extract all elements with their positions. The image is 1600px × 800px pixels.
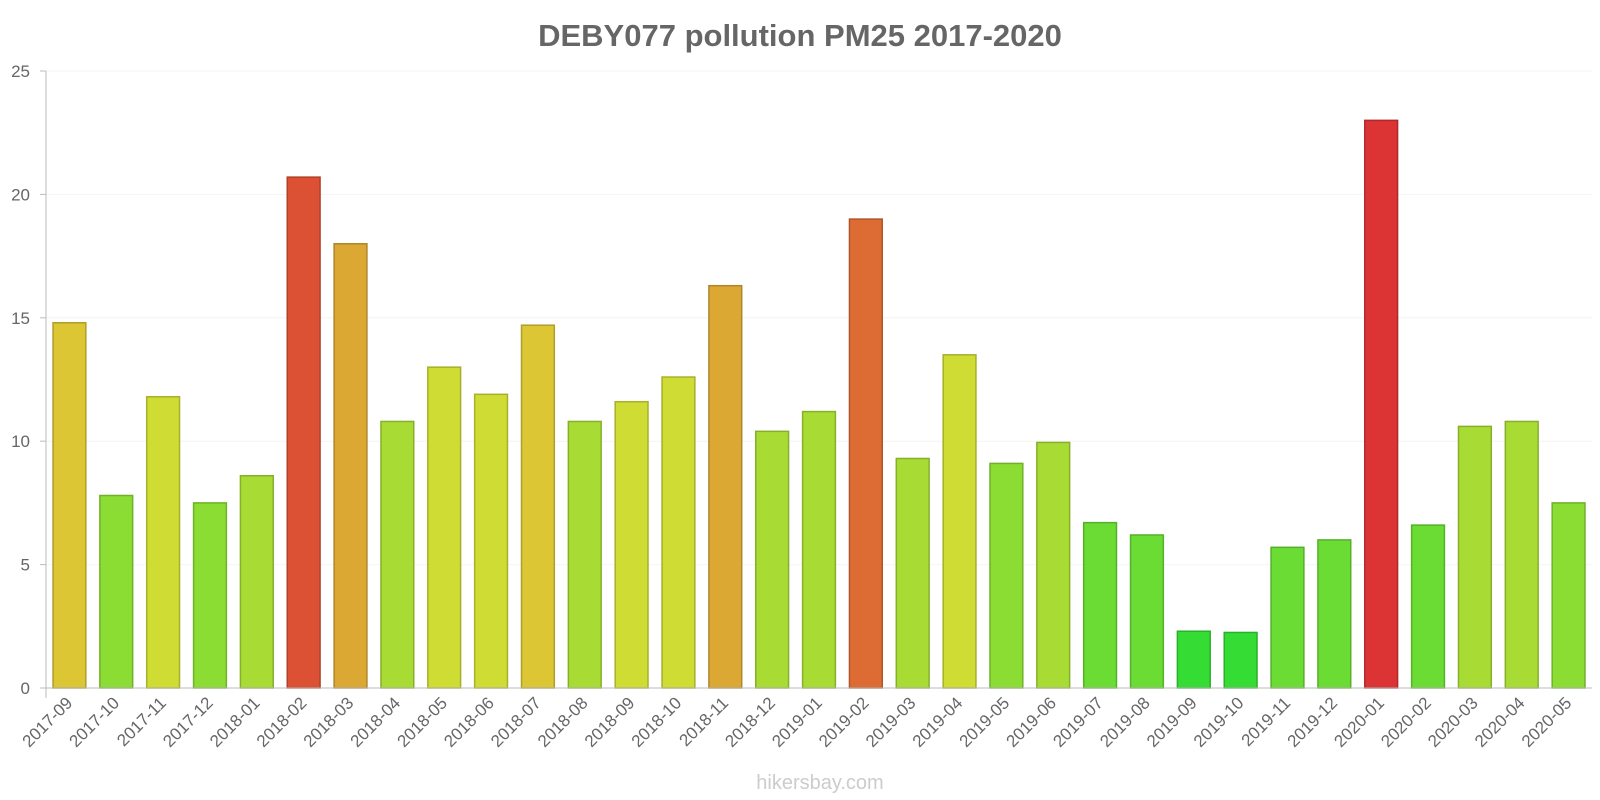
x-tick-label: 2018-09 — [581, 693, 639, 751]
x-tick-label: 2019-01 — [768, 693, 826, 751]
bar-2019-12[interactable] — [1317, 539, 1352, 689]
x-tick-label: 2018-03 — [300, 693, 358, 751]
bar-2018-11[interactable] — [708, 284, 743, 689]
bar-2020-04[interactable] — [1504, 420, 1539, 689]
x-tick-label: 2018-02 — [253, 693, 311, 751]
bar-2019-03[interactable] — [895, 457, 930, 689]
bar-2018-03[interactable] — [333, 243, 368, 689]
x-tick-label: 2018-04 — [347, 693, 405, 751]
bar-2019-05[interactable] — [989, 462, 1024, 689]
bar-2018-10[interactable] — [661, 376, 696, 689]
bar-2018-04[interactable] — [380, 420, 415, 689]
y-tick-labels: 0 5 10 15 20 25 — [11, 62, 46, 698]
bar-2017-12[interactable] — [192, 502, 228, 689]
x-tick-label: 2019-02 — [815, 693, 873, 751]
chart-title: DEBY077 pollution PM25 2017-2020 — [538, 18, 1062, 53]
y-tick-label: 20 — [11, 185, 30, 204]
x-tick-label: 2017-09 — [19, 693, 77, 751]
bar-2018-08[interactable] — [567, 420, 602, 689]
x-tick-label: 2018-07 — [487, 693, 545, 751]
y-tick-label: 5 — [21, 556, 30, 575]
x-tick-label: 2017-11 — [113, 693, 170, 750]
y-tick-label: 25 — [11, 62, 30, 81]
bar-2019-02[interactable] — [848, 218, 883, 689]
bar-2019-08[interactable] — [1129, 534, 1165, 689]
x-tick-label: 2019-03 — [862, 693, 920, 751]
bar-2018-01[interactable] — [239, 475, 274, 689]
x-tick-label: 2018-10 — [628, 693, 686, 751]
bar-2019-09[interactable] — [1176, 630, 1211, 689]
bar-2017-10[interactable] — [99, 494, 134, 689]
x-tick-label: 2019-06 — [1003, 693, 1061, 751]
bar-2019-06[interactable] — [1036, 441, 1071, 689]
y-tick-label: 10 — [11, 432, 30, 451]
watermark: hikersbay.com — [756, 772, 883, 794]
x-tick-label: 2019-07 — [1049, 693, 1107, 751]
bar-2019-07[interactable] — [1082, 521, 1118, 689]
x-tick-labels: 2017-092017-102017-112017-122018-012018-… — [19, 693, 1576, 751]
x-tick-label: 2020-04 — [1471, 693, 1529, 751]
y-tick-label: 15 — [11, 309, 30, 328]
bar-2018-12[interactable] — [755, 430, 790, 689]
x-tick-label: 2019-10 — [1190, 693, 1248, 751]
x-tick-label: 2018-06 — [440, 693, 498, 751]
bar-2017-09[interactable] — [52, 321, 87, 689]
x-tick-label: 2018-08 — [534, 693, 592, 751]
bar-2020-05[interactable] — [1551, 502, 1586, 689]
x-tick-label: 2018-11 — [675, 693, 732, 750]
y-tick-label: 0 — [21, 679, 30, 698]
bar-2018-07[interactable] — [520, 324, 556, 689]
x-tick-label: 2019-05 — [956, 693, 1014, 751]
bar-2018-09[interactable] — [614, 400, 649, 689]
x-tick-label: 2018-05 — [393, 693, 451, 751]
bar-2019-01[interactable] — [801, 410, 837, 689]
axes — [45, 71, 1592, 698]
x-tick-label: 2018-12 — [721, 693, 779, 751]
bar-2020-02[interactable] — [1410, 524, 1446, 689]
x-tick-label: 2019-04 — [909, 693, 967, 751]
x-tick-label: 2019-11 — [1238, 693, 1295, 750]
bar-2017-11[interactable] — [145, 396, 181, 689]
bar-2019-10[interactable] — [1223, 631, 1258, 689]
bars — [52, 119, 1586, 689]
x-tick-label: 2020-01 — [1330, 693, 1388, 751]
bar-2018-06[interactable] — [473, 393, 509, 689]
bar-2020-01[interactable] — [1364, 119, 1399, 689]
bar-2019-11[interactable] — [1270, 546, 1305, 689]
bar-2020-03[interactable] — [1457, 425, 1493, 689]
bar-2018-05[interactable] — [427, 366, 462, 689]
x-tick-label: 2019-08 — [1096, 693, 1154, 751]
x-tick-label: 2020-05 — [1518, 693, 1576, 751]
x-tick-label: 2017-12 — [159, 693, 217, 751]
bar-2019-04[interactable] — [942, 354, 977, 689]
bar-2018-02[interactable] — [286, 176, 321, 689]
x-tick-label: 2020-03 — [1424, 693, 1482, 751]
x-tick-label: 2017-10 — [66, 693, 124, 751]
x-tick-label: 2019-09 — [1143, 693, 1201, 751]
x-tick-label: 2020-02 — [1377, 693, 1435, 751]
x-tick-label: 2019-12 — [1284, 693, 1342, 751]
x-tick-label: 2018-01 — [206, 693, 264, 751]
